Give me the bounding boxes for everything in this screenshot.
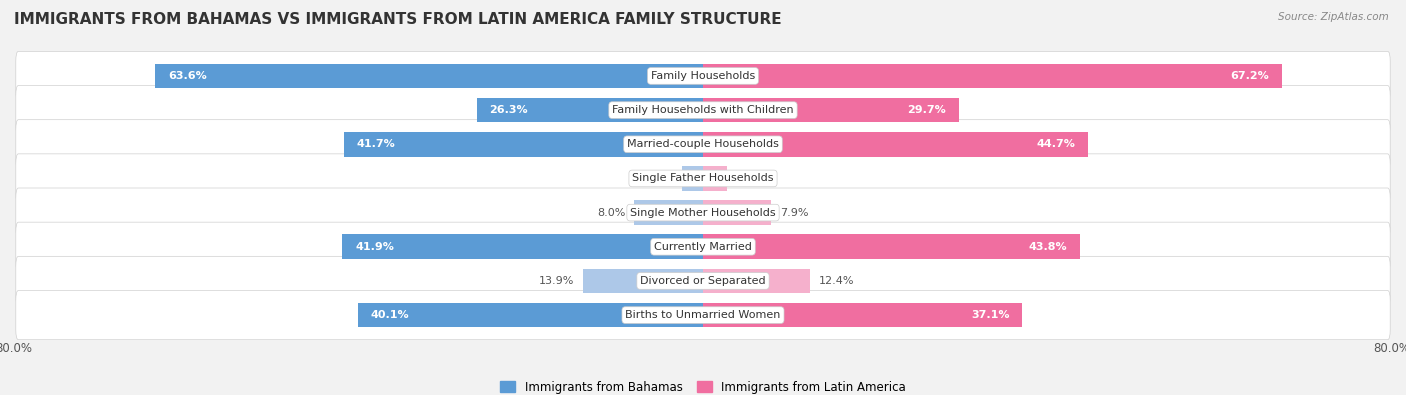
Bar xyxy=(703,269,810,293)
Text: Source: ZipAtlas.com: Source: ZipAtlas.com xyxy=(1278,12,1389,22)
Text: 8.0%: 8.0% xyxy=(598,208,626,218)
Text: 26.3%: 26.3% xyxy=(489,105,529,115)
Text: 7.9%: 7.9% xyxy=(780,208,808,218)
Bar xyxy=(703,132,1088,156)
Bar xyxy=(703,235,1080,259)
FancyBboxPatch shape xyxy=(15,85,1391,135)
Text: 2.4%: 2.4% xyxy=(645,173,673,183)
Bar xyxy=(703,166,727,191)
Text: Single Mother Households: Single Mother Households xyxy=(630,208,776,218)
Bar xyxy=(357,303,703,327)
Text: IMMIGRANTS FROM BAHAMAS VS IMMIGRANTS FROM LATIN AMERICA FAMILY STRUCTURE: IMMIGRANTS FROM BAHAMAS VS IMMIGRANTS FR… xyxy=(14,12,782,27)
Bar xyxy=(682,166,703,191)
Text: 43.8%: 43.8% xyxy=(1029,242,1067,252)
FancyBboxPatch shape xyxy=(15,154,1391,203)
Text: Single Father Households: Single Father Households xyxy=(633,173,773,183)
Text: Births to Unmarried Women: Births to Unmarried Women xyxy=(626,310,780,320)
Text: 67.2%: 67.2% xyxy=(1230,71,1268,81)
Text: 2.8%: 2.8% xyxy=(735,173,765,183)
Text: 12.4%: 12.4% xyxy=(818,276,853,286)
Text: 13.9%: 13.9% xyxy=(540,276,575,286)
Bar xyxy=(344,132,703,156)
Bar xyxy=(583,269,703,293)
Text: 37.1%: 37.1% xyxy=(972,310,1010,320)
Text: 41.9%: 41.9% xyxy=(356,242,394,252)
Bar xyxy=(155,64,703,88)
Bar xyxy=(703,303,1022,327)
FancyBboxPatch shape xyxy=(15,290,1391,340)
Text: 40.1%: 40.1% xyxy=(371,310,409,320)
FancyBboxPatch shape xyxy=(15,188,1391,237)
Text: Family Households: Family Households xyxy=(651,71,755,81)
Text: 41.7%: 41.7% xyxy=(357,139,395,149)
Text: 63.6%: 63.6% xyxy=(169,71,207,81)
FancyBboxPatch shape xyxy=(15,51,1391,101)
Bar xyxy=(703,98,959,122)
Text: Currently Married: Currently Married xyxy=(654,242,752,252)
Legend: Immigrants from Bahamas, Immigrants from Latin America: Immigrants from Bahamas, Immigrants from… xyxy=(496,377,910,395)
Text: 29.7%: 29.7% xyxy=(907,105,946,115)
Text: Family Households with Children: Family Households with Children xyxy=(612,105,794,115)
Bar xyxy=(342,235,703,259)
FancyBboxPatch shape xyxy=(15,222,1391,271)
Bar xyxy=(703,200,770,225)
Text: Divorced or Separated: Divorced or Separated xyxy=(640,276,766,286)
Bar xyxy=(634,200,703,225)
Bar xyxy=(703,64,1282,88)
FancyBboxPatch shape xyxy=(15,120,1391,169)
Text: 44.7%: 44.7% xyxy=(1036,139,1076,149)
FancyBboxPatch shape xyxy=(15,256,1391,306)
Text: Married-couple Households: Married-couple Households xyxy=(627,139,779,149)
Bar xyxy=(477,98,703,122)
